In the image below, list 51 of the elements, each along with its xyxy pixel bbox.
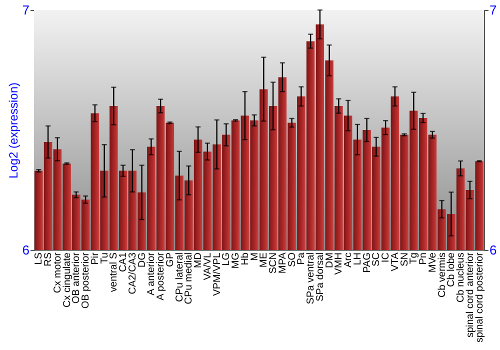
x-tick-label: SO <box>286 252 298 267</box>
x-tick-label: Cb vermis <box>436 252 448 298</box>
x-tick-label: LG <box>221 252 232 266</box>
x-tick-label: Pn <box>418 252 430 265</box>
x-tick-label: Tg <box>408 252 420 264</box>
x-tick-label: GP <box>164 252 176 267</box>
x-tick-label: MG <box>230 252 242 269</box>
x-tick-label: MD <box>193 252 204 268</box>
x-tick-label: OB posterior <box>80 252 92 309</box>
x-tick-label: A posterior <box>156 252 167 300</box>
x-tick-label: Tu <box>99 252 110 264</box>
x-tick-label: Cb lobe <box>446 252 458 287</box>
x-tick-label: CA1 <box>118 252 130 272</box>
x-tick-label: OB anterior <box>71 252 82 304</box>
x-tick-label: VMH <box>334 252 345 275</box>
x-tick-label: SPa ventral <box>306 252 317 304</box>
x-tick-label: ME <box>258 252 270 268</box>
x-tick-label: Pir <box>90 252 101 265</box>
y-axis-title: Log2 (expression) <box>6 82 20 179</box>
x-tick-label: Hb <box>240 252 251 266</box>
x-tick-label: Cx cingulate <box>62 252 73 308</box>
x-tick-label: MVe <box>427 252 438 273</box>
x-tick-label: spinal cord anterior <box>464 252 476 338</box>
y2-tick-label: 7 <box>490 2 497 18</box>
x-tick-label: Cb nucleus <box>456 252 467 303</box>
x-tick-label: LH <box>352 252 364 266</box>
x-tick-label: SN <box>399 252 410 266</box>
x-tick-label: VPM/VPL <box>212 252 223 296</box>
x-tick-label: MPA <box>277 252 288 274</box>
x-tick-label: A anterior <box>146 252 158 296</box>
x-tick-label: PAG <box>362 252 373 273</box>
x-tick-label: Arc <box>343 252 354 268</box>
x-tick-label: VA/VL <box>202 252 214 280</box>
y2-tick-label: 6 <box>490 242 497 258</box>
x-tick-label: SC <box>371 252 382 266</box>
x-tick-label: IC <box>380 252 392 262</box>
x-tick-label: SPa dorsal <box>314 252 326 302</box>
x-tick-label: Cx motor <box>52 252 64 294</box>
x-tick-label: CPu medial <box>184 252 195 304</box>
x-tick-label: VTA <box>390 252 401 272</box>
x-tick-label: DM <box>324 252 336 268</box>
x-tick-label: DG <box>136 252 148 268</box>
x-tick-label: spinal cord posterior <box>474 252 486 343</box>
x-tick-label: CA2/CA3 <box>127 252 138 294</box>
x-tick-label: ventral S <box>108 252 120 292</box>
x-tick-label: Pa <box>296 252 308 265</box>
x-tick-label: CPu lateral <box>174 252 186 302</box>
x-tick-label: LS <box>34 252 45 265</box>
x-tick-label: SCN <box>268 252 280 274</box>
x-tick-label: M <box>249 252 260 261</box>
x-tick-label: RS <box>43 252 54 266</box>
